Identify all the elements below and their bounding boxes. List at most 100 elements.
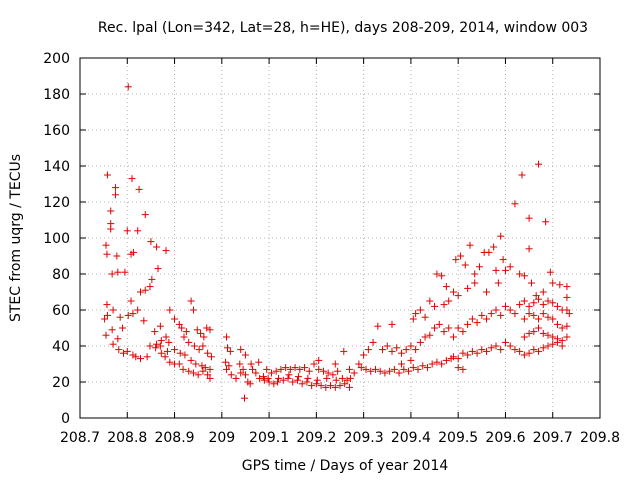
data-point — [204, 349, 212, 357]
x-tick-label: 209.8 — [580, 430, 620, 446]
data-point — [364, 346, 372, 354]
data-point — [516, 347, 524, 355]
data-point — [313, 376, 321, 384]
data-point — [225, 362, 233, 370]
data-point — [341, 380, 349, 388]
data-point — [111, 184, 119, 192]
data-point — [530, 311, 538, 319]
data-point — [535, 324, 543, 332]
data-point — [409, 364, 417, 372]
data-point — [153, 243, 161, 251]
data-point — [520, 297, 528, 305]
data-point — [452, 256, 460, 264]
data-point — [525, 214, 533, 222]
data-point — [153, 340, 161, 348]
data-point — [263, 365, 271, 373]
data-point — [546, 268, 554, 276]
data-point — [274, 378, 282, 386]
data-point — [525, 329, 533, 337]
y-tick-label: 20 — [52, 375, 70, 391]
data-point — [346, 374, 354, 382]
data-point — [397, 360, 405, 368]
data-point — [103, 250, 111, 258]
data-point — [492, 306, 500, 314]
data-point — [371, 365, 379, 373]
data-point — [459, 349, 467, 357]
data-point — [535, 160, 543, 168]
data-point — [141, 286, 149, 294]
data-point — [206, 326, 214, 334]
data-point — [111, 191, 119, 199]
data-point — [207, 353, 215, 361]
data-point — [162, 333, 170, 341]
data-point — [438, 360, 446, 368]
data-point — [369, 338, 377, 346]
data-point — [445, 297, 453, 305]
data-point — [277, 365, 285, 373]
data-point — [239, 365, 247, 373]
data-point — [345, 365, 353, 373]
data-point — [506, 306, 514, 314]
data-point — [388, 320, 396, 328]
data-point — [199, 342, 207, 350]
data-point — [185, 367, 193, 375]
data-point — [544, 342, 552, 350]
data-point — [539, 344, 547, 352]
data-point — [468, 347, 476, 355]
data-point — [291, 364, 299, 372]
data-point — [189, 306, 197, 314]
data-point — [237, 369, 245, 377]
data-point — [194, 371, 202, 379]
data-point — [134, 306, 142, 314]
data-point — [182, 328, 190, 336]
data-point — [331, 360, 339, 368]
data-point — [492, 266, 500, 274]
data-point — [146, 283, 154, 291]
data-point — [298, 380, 306, 388]
data-point — [189, 369, 197, 377]
data-point — [518, 171, 526, 179]
data-point — [449, 288, 457, 296]
data-point — [102, 331, 110, 339]
data-point — [563, 322, 571, 330]
data-point — [544, 331, 552, 339]
data-point — [506, 263, 514, 271]
data-point — [332, 376, 340, 384]
data-point — [264, 374, 272, 382]
data-point — [312, 380, 320, 388]
data-point — [530, 328, 538, 336]
data-point — [156, 322, 164, 330]
data-point — [558, 324, 566, 332]
data-point — [259, 373, 267, 381]
data-point — [381, 369, 389, 377]
data-point — [549, 333, 557, 341]
data-point — [473, 319, 481, 327]
data-point — [267, 369, 275, 377]
data-point — [511, 200, 519, 208]
y-tick-label: 80 — [52, 267, 70, 283]
data-point — [454, 324, 462, 332]
data-point — [247, 360, 255, 368]
data-point — [468, 315, 476, 323]
data-point — [284, 374, 292, 382]
chart-title: Rec. lpal (Lon=342, Lat=28, h=HE), days … — [98, 20, 588, 36]
data-point — [471, 279, 479, 287]
data-point — [416, 306, 424, 314]
data-point — [222, 358, 230, 366]
data-point — [497, 346, 505, 354]
data-point — [497, 232, 505, 240]
x-tick-label: 208.7 — [60, 430, 100, 446]
data-point — [296, 365, 304, 373]
data-point — [134, 227, 142, 235]
data-point — [360, 351, 368, 359]
data-point — [426, 331, 434, 339]
data-point — [103, 301, 111, 309]
data-point — [464, 351, 472, 359]
data-point — [157, 337, 165, 345]
data-point — [362, 365, 370, 373]
data-point — [525, 349, 533, 357]
data-point — [116, 313, 124, 321]
data-point — [438, 272, 446, 280]
data-point — [308, 382, 316, 390]
data-point — [343, 376, 351, 384]
